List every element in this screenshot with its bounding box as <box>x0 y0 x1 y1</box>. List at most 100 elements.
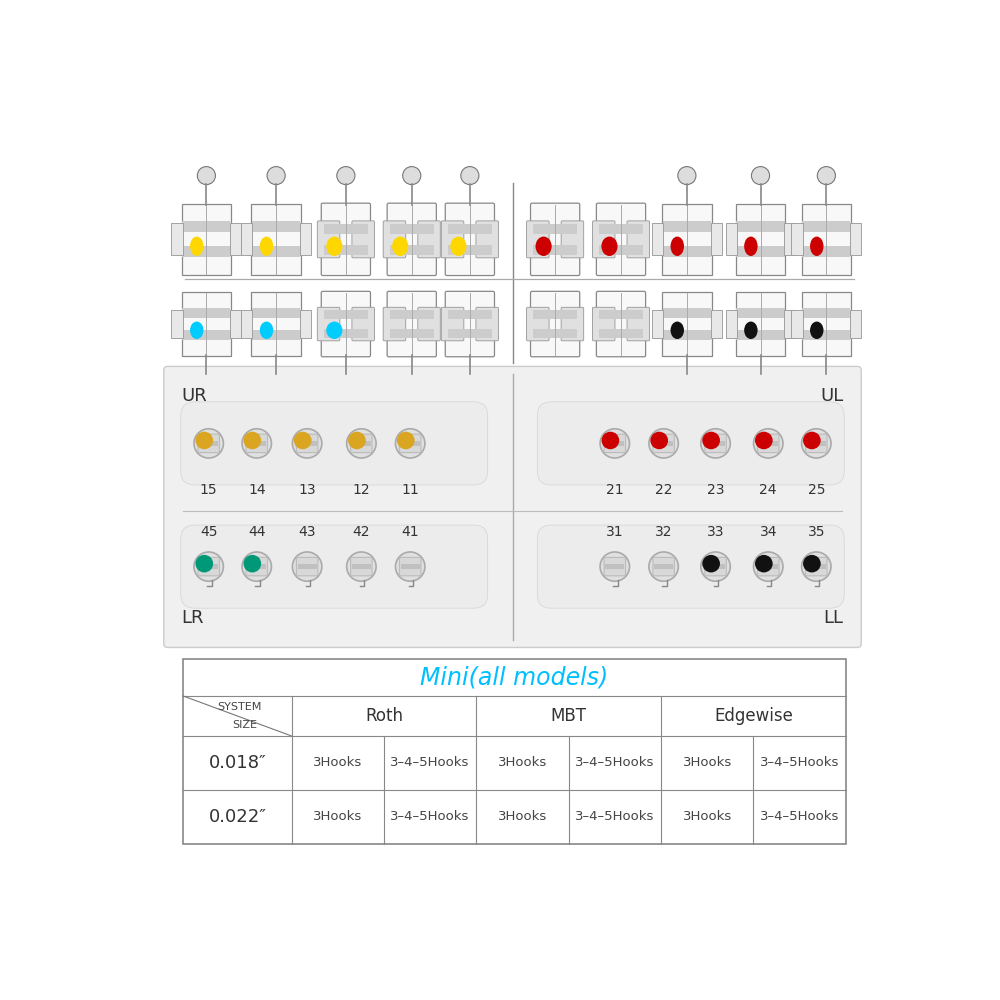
FancyBboxPatch shape <box>736 204 785 275</box>
FancyBboxPatch shape <box>596 203 646 276</box>
Circle shape <box>602 432 619 449</box>
FancyBboxPatch shape <box>300 223 311 255</box>
Bar <box>352 441 371 446</box>
FancyBboxPatch shape <box>383 307 406 341</box>
FancyBboxPatch shape <box>850 310 861 338</box>
Ellipse shape <box>292 552 322 581</box>
Text: LL: LL <box>823 609 843 627</box>
FancyBboxPatch shape <box>592 307 615 341</box>
Text: 24: 24 <box>760 483 777 497</box>
Text: 22: 22 <box>655 483 672 497</box>
FancyBboxPatch shape <box>399 557 421 576</box>
Circle shape <box>348 432 366 449</box>
Text: 3Hooks: 3Hooks <box>313 810 362 823</box>
Bar <box>663 308 711 318</box>
Bar <box>390 245 434 255</box>
Bar <box>401 441 420 446</box>
Bar <box>802 221 850 232</box>
FancyBboxPatch shape <box>321 291 370 357</box>
FancyBboxPatch shape <box>662 204 712 275</box>
Bar <box>390 224 434 234</box>
FancyBboxPatch shape <box>476 307 498 341</box>
Bar <box>533 245 577 255</box>
FancyBboxPatch shape <box>351 557 372 576</box>
Bar <box>448 245 492 255</box>
FancyBboxPatch shape <box>182 292 231 356</box>
Ellipse shape <box>392 237 408 256</box>
FancyBboxPatch shape <box>198 434 219 453</box>
FancyBboxPatch shape <box>230 310 241 338</box>
Bar <box>182 308 230 318</box>
Text: 3Hooks: 3Hooks <box>313 756 362 769</box>
FancyBboxPatch shape <box>531 203 580 276</box>
FancyBboxPatch shape <box>652 223 663 255</box>
Bar <box>802 246 850 257</box>
Bar <box>802 330 850 340</box>
FancyBboxPatch shape <box>171 223 183 255</box>
Bar <box>759 441 778 446</box>
Circle shape <box>650 432 668 449</box>
Bar <box>736 330 785 340</box>
FancyBboxPatch shape <box>183 659 846 844</box>
FancyBboxPatch shape <box>784 223 795 255</box>
Text: 13: 13 <box>298 483 316 497</box>
FancyBboxPatch shape <box>705 434 726 453</box>
FancyBboxPatch shape <box>758 557 779 576</box>
FancyBboxPatch shape <box>181 402 488 485</box>
Text: MBT: MBT <box>551 707 587 725</box>
Bar <box>182 221 230 232</box>
Bar <box>605 564 624 569</box>
Text: 0.018″: 0.018″ <box>208 754 266 772</box>
Bar <box>252 221 300 232</box>
FancyBboxPatch shape <box>296 557 318 576</box>
Ellipse shape <box>600 429 630 458</box>
FancyBboxPatch shape <box>317 307 340 341</box>
Text: 3–4–5Hooks: 3–4–5Hooks <box>575 810 655 823</box>
Ellipse shape <box>810 237 823 256</box>
Bar <box>324 310 368 319</box>
Text: 3Hooks: 3Hooks <box>498 810 547 823</box>
FancyBboxPatch shape <box>181 525 488 608</box>
FancyBboxPatch shape <box>246 434 267 453</box>
FancyBboxPatch shape <box>317 221 340 258</box>
Bar <box>706 441 725 446</box>
FancyBboxPatch shape <box>383 221 406 258</box>
FancyBboxPatch shape <box>850 223 861 255</box>
Text: SYSTEM: SYSTEM <box>217 702 261 712</box>
FancyBboxPatch shape <box>182 204 231 275</box>
Bar <box>448 224 492 234</box>
Bar <box>199 564 218 569</box>
Text: Roth: Roth <box>365 707 403 725</box>
Circle shape <box>404 373 420 390</box>
Circle shape <box>198 373 215 390</box>
Ellipse shape <box>701 552 730 581</box>
Bar <box>252 246 300 257</box>
FancyBboxPatch shape <box>230 223 241 255</box>
Bar <box>182 330 230 340</box>
FancyBboxPatch shape <box>531 291 580 357</box>
FancyBboxPatch shape <box>802 204 851 275</box>
Text: 0.022″: 0.022″ <box>208 808 266 826</box>
Text: 34: 34 <box>760 525 777 539</box>
Circle shape <box>678 167 696 185</box>
Circle shape <box>752 373 769 390</box>
FancyBboxPatch shape <box>445 291 494 357</box>
Circle shape <box>817 167 835 185</box>
Bar <box>448 310 492 319</box>
Ellipse shape <box>242 429 271 458</box>
Text: 3–4–5Hooks: 3–4–5Hooks <box>390 810 470 823</box>
Ellipse shape <box>194 429 223 458</box>
FancyBboxPatch shape <box>652 310 663 338</box>
FancyBboxPatch shape <box>604 557 626 576</box>
FancyBboxPatch shape <box>627 307 650 341</box>
Ellipse shape <box>395 429 425 458</box>
Bar <box>533 224 577 234</box>
FancyBboxPatch shape <box>537 525 844 608</box>
Bar <box>605 441 624 446</box>
Text: 32: 32 <box>655 525 672 539</box>
Ellipse shape <box>802 429 831 458</box>
FancyBboxPatch shape <box>726 223 737 255</box>
Text: 3–4–5Hooks: 3–4–5Hooks <box>760 810 839 823</box>
Circle shape <box>818 373 835 390</box>
Text: 25: 25 <box>808 483 825 497</box>
